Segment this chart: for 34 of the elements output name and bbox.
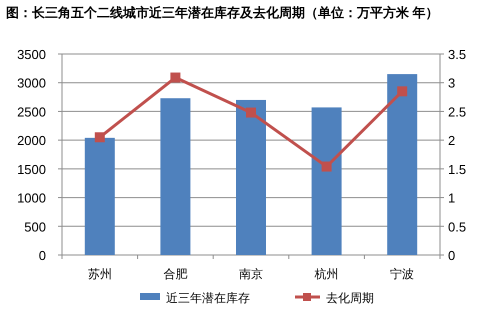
y-tick-label: 1000 [17, 190, 46, 206]
y-tick-label: 3000 [17, 76, 46, 91]
x-tick-label: 合肥 [163, 267, 188, 281]
bar [160, 98, 190, 255]
point [246, 108, 256, 118]
y-tick-label: 2000 [17, 133, 46, 148]
bar [236, 100, 266, 255]
legend-label: 近三年潜在库存 [166, 291, 250, 305]
chart-title: 图：长三角五个二线城市近三年潜在库存及去化周期（单位：万平方米 年） [6, 5, 439, 20]
point [397, 86, 408, 96]
x-tick-label: 苏州 [88, 267, 112, 281]
y2-tick-label: 2.5 [448, 104, 466, 120]
bar [387, 74, 418, 255]
y2-tick-label: 1.5 [448, 162, 466, 177]
bar [84, 138, 115, 255]
y-tick-label: 1500 [17, 162, 46, 177]
x-tick-label: 杭州 [314, 267, 339, 281]
y-tick-label: 3500 [17, 47, 46, 62]
y2-tick-label: 3 [448, 76, 456, 91]
x-tick-label: 宁波 [390, 267, 414, 281]
y2-tick-label: 2 [448, 133, 456, 148]
point [94, 132, 105, 142]
y-tick-label: 2500 [17, 104, 46, 120]
legend-label: 去化周期 [326, 291, 374, 305]
y2-tick-label: 1 [448, 190, 456, 206]
y-tick-label: 500 [24, 219, 46, 234]
y-tick-label: 0 [38, 248, 46, 263]
point [322, 162, 332, 172]
point [170, 72, 180, 83]
y2-tick-label: 3.5 [448, 47, 466, 62]
y2-tick-label: 0.5 [448, 219, 466, 234]
bar [312, 107, 342, 255]
x-tick-label: 南京 [239, 267, 263, 281]
y2-tick-label: 0 [448, 248, 456, 263]
